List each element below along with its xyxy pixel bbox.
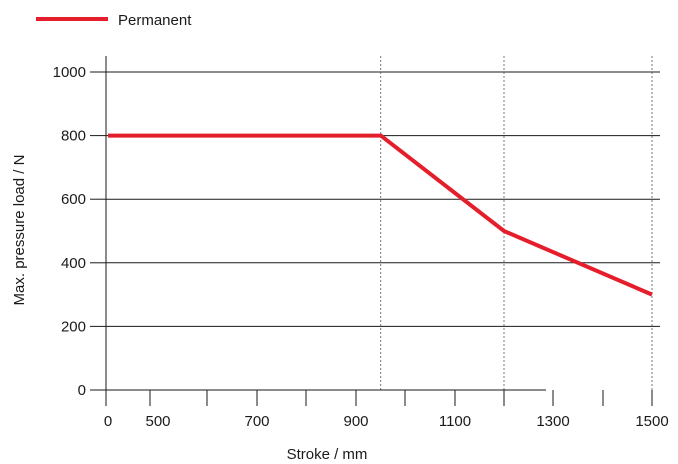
- tick-labels: 0 200 400 600 800 1000 0 500 700 900 1100 1300 1500: [53, 64, 669, 430]
- legend: Permanent: [36, 12, 192, 29]
- y-axis-title: Max. pressure load / N: [11, 155, 28, 306]
- grid: [106, 56, 660, 390]
- series-layer: [107, 133, 653, 297]
- x-tick-label-1500: 1500: [635, 413, 668, 430]
- axes: [90, 56, 653, 406]
- series-line-permanent: [108, 133, 653, 297]
- x-tick-label-1300: 1300: [536, 413, 569, 430]
- x-axis-title: Stroke / mm: [287, 446, 368, 463]
- x-tick-label-900: 900: [343, 413, 368, 430]
- x-tick-label-1100: 1100: [439, 413, 471, 430]
- y-tick-label-600: 600: [61, 191, 86, 208]
- x-tick-label-0: 0: [104, 413, 112, 430]
- y-tick-label-200: 200: [61, 318, 86, 335]
- y-tick-label-400: 400: [61, 255, 86, 272]
- y-tick-label-1000: 1000: [53, 64, 86, 81]
- x-tick-label-500: 500: [145, 413, 170, 430]
- x-tick-label-700: 700: [244, 413, 269, 430]
- legend-label-permanent: Permanent: [118, 12, 192, 29]
- y-tick-label-0: 0: [78, 382, 86, 399]
- y-tick-label-800: 800: [61, 128, 86, 145]
